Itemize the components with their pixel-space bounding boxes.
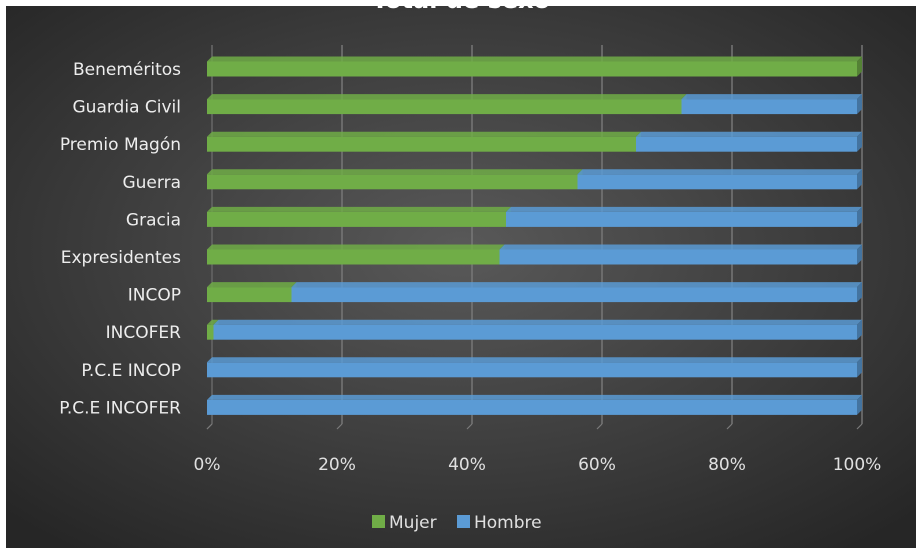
bar-top-face — [207, 94, 687, 100]
bar-hombre — [577, 174, 857, 190]
category-label: Guardia Civil — [73, 98, 182, 118]
legend-label: Mujer — [389, 513, 437, 533]
bar-mujer — [207, 99, 682, 115]
category-label: Beneméritos — [73, 60, 181, 80]
bar-side-face — [857, 131, 862, 152]
bar-mujer — [207, 136, 636, 152]
legend-label: Hombre — [474, 513, 542, 533]
bar-side-face — [857, 282, 862, 303]
bar-mujer — [207, 61, 857, 77]
bar-hombre — [207, 399, 857, 415]
x-tick-label: 80% — [708, 455, 746, 475]
gridline-foot — [206, 423, 213, 430]
chart-title: Total de sexo — [371, 0, 551, 14]
category-label: Gracia — [126, 210, 181, 230]
legend-swatch-mujer — [372, 515, 385, 528]
gridline-foot — [596, 423, 603, 430]
x-tick-label: 0% — [194, 455, 221, 475]
category-label: INCOP — [128, 286, 181, 306]
gridline-foot — [856, 423, 863, 430]
bar-mujer — [207, 324, 214, 340]
bar-side-face — [857, 394, 862, 415]
bar-top-face — [291, 282, 862, 288]
bar-mujer — [207, 249, 500, 265]
bar-hombre — [291, 287, 857, 303]
gridline-foot — [466, 423, 473, 430]
bar-top-face — [207, 169, 583, 175]
bar-mujer — [207, 174, 578, 190]
category-label: Premio Magón — [60, 135, 181, 155]
bar-side-face — [857, 319, 862, 340]
bar-hombre — [207, 362, 857, 378]
bar-hombre — [681, 99, 857, 115]
bar-top-face — [213, 319, 862, 325]
bar-top-face — [207, 357, 862, 363]
x-tick-label: 100% — [833, 455, 882, 475]
category-label: INCOFER — [106, 323, 182, 343]
bar-top-face — [207, 282, 297, 288]
category-label: Guerra — [122, 173, 181, 193]
bar-top-face — [207, 206, 511, 212]
bar-top-face — [499, 244, 862, 250]
legend-swatch-hombre — [457, 515, 470, 528]
bar-mujer — [207, 211, 506, 227]
bar-top-face — [207, 131, 641, 137]
x-tick-label: 60% — [578, 455, 616, 475]
bar-top-face — [207, 56, 862, 62]
bar-top-face — [506, 206, 862, 212]
x-tick-label: 20% — [318, 455, 356, 475]
bar-side-face — [857, 94, 862, 115]
bar-top-face — [681, 94, 862, 100]
bar-top-face — [207, 394, 862, 400]
bar-side-face — [857, 244, 862, 265]
bar-hombre — [636, 136, 857, 152]
bar-top-face — [207, 319, 219, 325]
bar-top-face — [636, 131, 862, 137]
category-label: P.C.E INCOFER — [59, 398, 181, 418]
category-label: P.C.E INCOP — [81, 361, 181, 381]
x-tick-label: 40% — [448, 455, 486, 475]
category-label: Expresidentes — [61, 248, 181, 268]
bar-hombre — [499, 249, 857, 265]
bar-hombre — [506, 211, 857, 227]
bar-top-face — [207, 244, 505, 250]
bar-mujer — [207, 287, 292, 303]
gridline-foot — [726, 423, 733, 430]
bar-side-face — [857, 56, 862, 77]
bar-side-face — [857, 169, 862, 190]
gridline-foot — [336, 423, 343, 430]
bar-side-face — [857, 357, 862, 378]
bar-top-face — [577, 169, 862, 175]
bar-side-face — [857, 206, 862, 227]
bar-hombre — [213, 324, 857, 340]
